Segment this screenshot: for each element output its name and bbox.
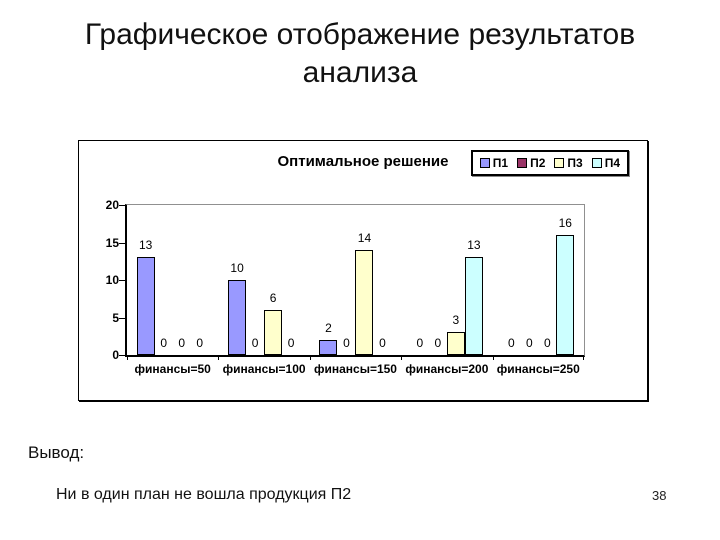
y-tick-mark <box>119 242 125 244</box>
bar-value-label: 0 <box>434 336 442 350</box>
legend-item: П2 <box>517 156 545 170</box>
bar-slot: 0 <box>282 205 300 355</box>
bar <box>446 332 465 355</box>
legend-label: П3 <box>567 156 583 170</box>
bar-value-label: 0 <box>178 336 186 350</box>
legend-label: П1 <box>492 156 509 170</box>
bar-value-label: 0 <box>160 336 168 350</box>
bar-value-label: 0 <box>287 336 295 350</box>
bar-slot: 13 <box>464 205 483 355</box>
bar-value-label: 14 <box>357 231 372 245</box>
bar-slot: 0 <box>429 205 447 355</box>
chart-title: Оптимальное решение <box>277 153 449 170</box>
bar-slot: 14 <box>355 205 374 355</box>
legend-item: П4 <box>591 156 620 170</box>
bar-slot: 0 <box>373 205 391 355</box>
legend-label: П4 <box>604 156 620 170</box>
bar-value-label: 16 <box>558 216 572 230</box>
y-tick-mark <box>119 205 125 206</box>
x-tick-mark <box>127 355 128 360</box>
category-label: финансы=100 <box>222 362 306 376</box>
y-tick-label: 10 <box>105 273 119 287</box>
bar <box>464 257 483 355</box>
bar-slot: 10 <box>228 205 247 355</box>
bar-group: 10 0 6 0 <box>218 205 309 355</box>
bar-group: 2 0 14 0 <box>310 205 401 355</box>
conclusion-text: Ни в один план не вошла продукция П2 <box>56 486 352 503</box>
bar-slot: 0 <box>191 205 209 355</box>
legend-item: П3 <box>554 156 583 170</box>
bar <box>556 235 575 355</box>
bar-value-label: 2 <box>325 321 332 335</box>
bar <box>355 250 374 355</box>
bar-value-label: 0 <box>543 336 551 350</box>
page-number: 38 <box>652 488 667 503</box>
y-tick-label: 0 <box>112 348 119 362</box>
legend-label: П2 <box>530 156 546 170</box>
legend-swatch-icon <box>591 158 602 168</box>
x-tick-mark <box>309 355 311 360</box>
category-label: финансы=50 <box>134 362 211 376</box>
legend-swatch-icon <box>517 158 528 168</box>
bar-slot: 0 <box>520 205 538 355</box>
bar-value-label: 0 <box>416 336 424 350</box>
legend-swatch-icon <box>479 158 490 168</box>
bar-slot: 0 <box>173 205 191 355</box>
bar-slot: 16 <box>556 205 575 355</box>
bar-value-label: 6 <box>269 291 277 305</box>
legend-swatch-icon <box>554 158 565 168</box>
bar-slot: 0 <box>155 205 173 355</box>
bar-slot: 13 <box>136 205 155 355</box>
x-tick-mark <box>583 355 584 360</box>
legend: П1 П2 П3 П4 <box>470 150 629 176</box>
category-label: финансы=150 <box>313 362 397 376</box>
bar-slot: 0 <box>411 205 429 355</box>
x-tick-mark <box>401 355 403 360</box>
bar-slot: 0 <box>246 205 264 355</box>
bar-slot: 2 <box>319 205 338 355</box>
chart: Оптимальное решение П1 П2 П3 П4 0 5 10 15 20 13… <box>78 140 648 401</box>
bar-group: 0 0 3 13 <box>401 205 492 355</box>
bar-slot: 0 <box>538 205 556 355</box>
y-tick-label: 5 <box>112 310 119 325</box>
bar-value-label: 0 <box>251 336 259 350</box>
bar-value-label: 10 <box>230 261 244 275</box>
bar-value-label: 0 <box>196 336 204 350</box>
conclusion-label: Вывод: <box>28 443 85 462</box>
category-label: финансы=250 <box>496 362 580 376</box>
bar-value-label: 13 <box>467 238 481 252</box>
bar-slot: 0 <box>502 205 520 355</box>
x-tick-mark <box>492 355 494 360</box>
bar-value-label: 0 <box>507 336 515 350</box>
x-tick-mark <box>218 355 220 360</box>
bar-value-label: 13 <box>139 238 153 252</box>
bar <box>264 310 283 355</box>
category-label: финансы=200 <box>405 362 489 376</box>
bar-slot: 3 <box>446 205 465 355</box>
legend-item: П1 <box>479 156 509 170</box>
bar <box>136 257 155 355</box>
bar-value-label: 3 <box>452 313 460 327</box>
bar-group: 0 0 0 16 <box>493 205 584 355</box>
bar-value-label: 0 <box>525 336 533 350</box>
y-tick-mark <box>119 317 125 319</box>
bar-slot: 0 <box>337 205 355 355</box>
bar <box>319 340 338 355</box>
y-tick-label: 20 <box>105 198 119 212</box>
y-tick-mark <box>119 280 125 281</box>
page-title: Графическое отображение результатов анал… <box>84 18 636 89</box>
bar-group: 13 0 0 0 <box>127 205 218 355</box>
bar <box>228 280 247 355</box>
y-tick-mark <box>119 355 125 356</box>
bar-value-label: 0 <box>343 336 350 350</box>
bar-slot: 6 <box>264 205 283 355</box>
bar-value-label: 0 <box>379 336 386 350</box>
y-tick-label: 15 <box>105 235 119 250</box>
plot-area: 13 0 0 0 10 0 6 0 2 0 14 0 0 0 3 13 0 0 0 16 <box>125 204 585 357</box>
